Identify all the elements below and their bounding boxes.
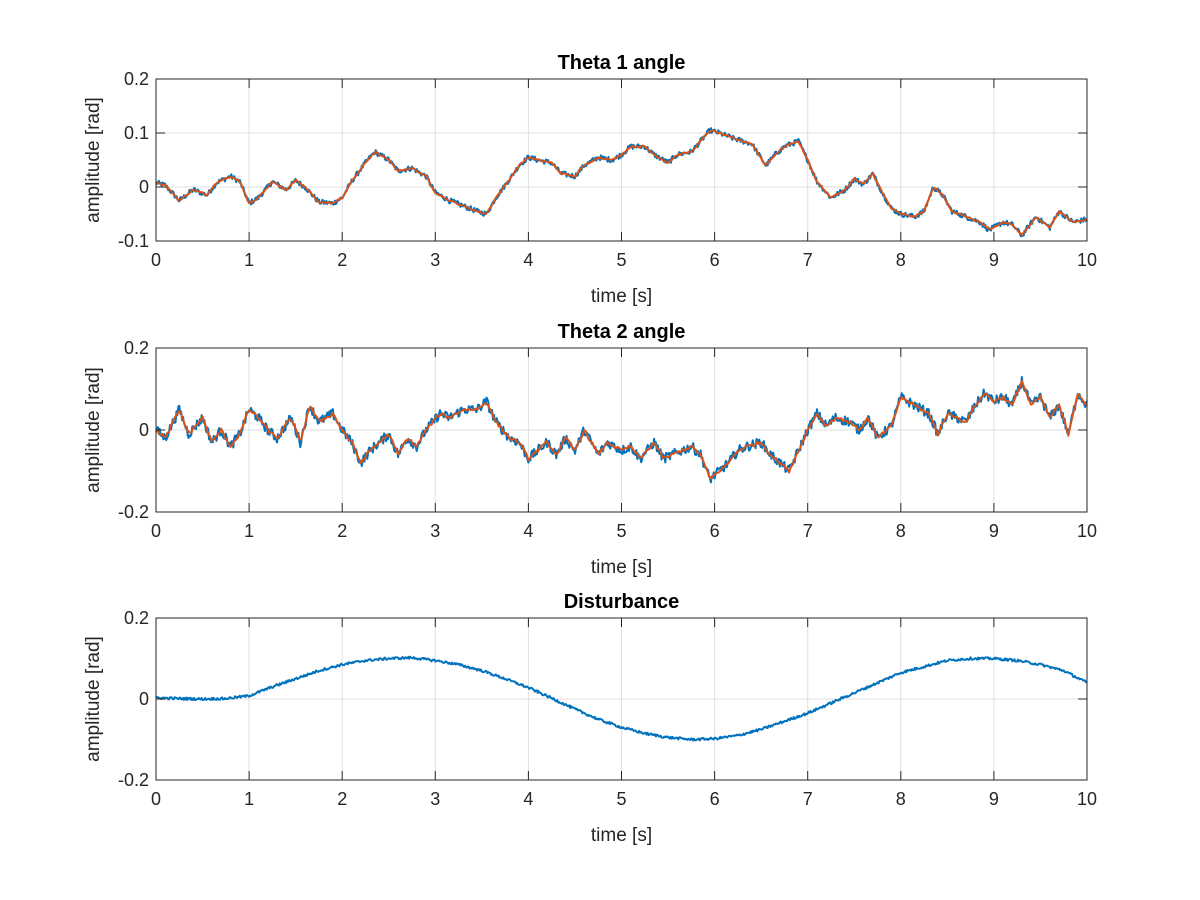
x-tick-label: 5 (616, 250, 626, 270)
y-tick-label: 0 (139, 420, 149, 440)
y-tick-label: 0 (139, 689, 149, 709)
x-tick-label: 10 (1077, 521, 1097, 541)
x-tick-label: 7 (803, 250, 813, 270)
chart-title: Disturbance (564, 591, 680, 613)
y-tick-label: 0 (139, 177, 149, 197)
x-axis-label: time [s] (591, 286, 652, 307)
series-line-measured (155, 655, 1088, 742)
x-tick-label: 3 (430, 521, 440, 541)
x-tick-label: 8 (896, 250, 906, 270)
chart-title: Theta 2 angle (558, 321, 686, 343)
x-tick-label: 4 (523, 789, 533, 809)
x-tick-label: 7 (803, 789, 813, 809)
x-tick-label: 3 (430, 250, 440, 270)
x-tick-label: 1 (244, 789, 254, 809)
x-tick-label: 10 (1077, 789, 1097, 809)
x-tick-label: 6 (710, 789, 720, 809)
chart-title: Theta 1 angle (558, 52, 686, 74)
x-tick-label: 0 (151, 521, 161, 541)
y-axis-label: amplitude [rad] (83, 636, 104, 762)
x-tick-label: 1 (244, 521, 254, 541)
x-tick-label: 2 (337, 521, 347, 541)
y-tick-label: -0.2 (118, 502, 149, 522)
x-tick-label: 4 (523, 521, 533, 541)
x-tick-label: 6 (710, 250, 720, 270)
x-tick-label: 5 (616, 789, 626, 809)
series-line-estimated (155, 129, 1088, 237)
x-tick-label: 5 (616, 521, 626, 541)
x-tick-label: 0 (151, 789, 161, 809)
y-tick-label: -0.1 (118, 231, 149, 251)
x-tick-label: 9 (989, 250, 999, 270)
y-tick-label: 0.2 (124, 338, 149, 358)
y-tick-label: -0.2 (118, 770, 149, 790)
x-axis-label: time [s] (591, 825, 652, 846)
y-tick-label: 0.2 (124, 69, 149, 89)
x-tick-label: 6 (710, 521, 720, 541)
x-tick-label: 4 (523, 250, 533, 270)
series-line-estimated (155, 379, 1088, 480)
x-tick-label: 0 (151, 250, 161, 270)
x-tick-label: 9 (989, 789, 999, 809)
x-tick-label: 8 (896, 789, 906, 809)
x-tick-label: 9 (989, 521, 999, 541)
x-tick-label: 3 (430, 789, 440, 809)
y-axis-label: amplitude [rad] (83, 367, 104, 493)
x-tick-label: 1 (244, 250, 254, 270)
y-tick-label: 0.2 (124, 608, 149, 628)
y-axis-label: amplitude [rad] (83, 97, 104, 223)
x-tick-label: 2 (337, 250, 347, 270)
x-axis-label: time [s] (591, 557, 652, 578)
x-tick-label: 7 (803, 521, 813, 541)
y-tick-label: 0.1 (124, 123, 149, 143)
x-tick-label: 2 (337, 789, 347, 809)
x-tick-label: 8 (896, 521, 906, 541)
x-tick-label: 10 (1077, 250, 1097, 270)
